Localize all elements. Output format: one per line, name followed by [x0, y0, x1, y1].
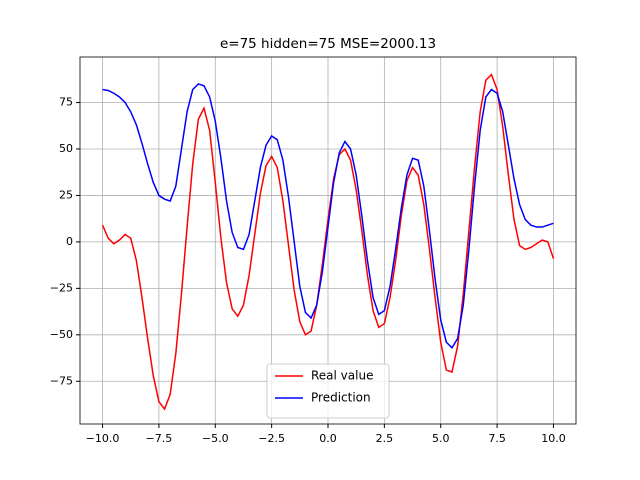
y-tick-label: 0	[66, 235, 73, 248]
legend-label: Real value	[311, 369, 373, 383]
x-tick-label: 5.0	[432, 432, 450, 445]
y-tick-label: 50	[59, 142, 73, 155]
x-tick-label: −5.0	[202, 432, 229, 445]
legend-box	[266, 363, 390, 419]
x-tick-label: 2.5	[376, 432, 394, 445]
x-tick-label: −7.5	[146, 432, 173, 445]
y-tick-label: 75	[59, 96, 73, 109]
x-tick-label: −2.5	[258, 432, 285, 445]
y-tick-label: −25	[50, 281, 73, 294]
y-tick-label: −50	[50, 328, 73, 341]
line-series	[102, 83, 554, 350]
plot-frame	[79, 56, 577, 425]
legend-label: Prediction	[311, 391, 371, 405]
x-tick-label: 10.0	[541, 432, 566, 445]
x-tick-label: 0.0	[319, 432, 337, 445]
x-tick-label: −10.0	[86, 432, 120, 445]
x-tick-label: 7.5	[488, 432, 506, 445]
y-tick-label: 25	[59, 188, 73, 201]
y-tick-label: −75	[50, 374, 73, 387]
chart-title: e=75 hidden=75 MSE=2000.13	[220, 36, 436, 52]
line-series	[101, 73, 555, 411]
